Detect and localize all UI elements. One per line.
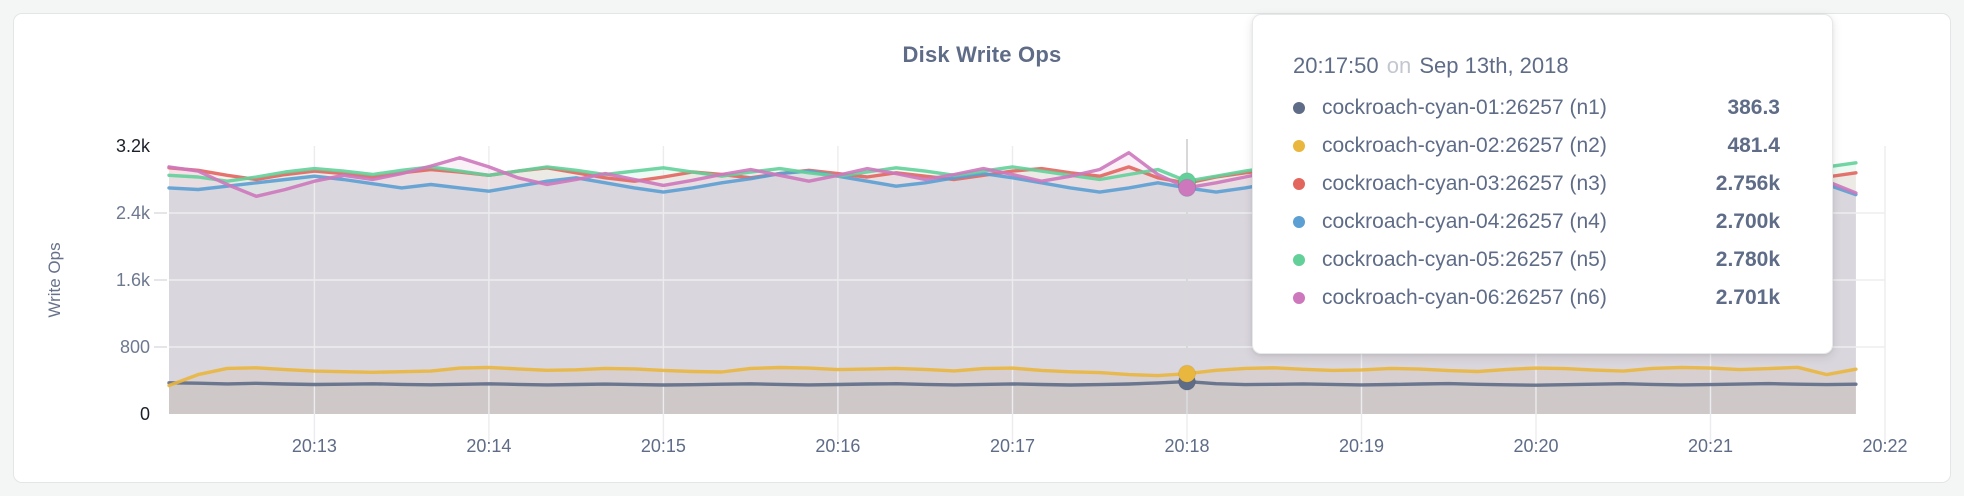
- y-tick-label: 1.6k: [116, 270, 151, 290]
- series-color-dot-icon: [1293, 292, 1305, 304]
- series-line: [167, 365, 1858, 388]
- tooltip-header: 20:17:50 on Sep 13th, 2018: [1293, 53, 1780, 79]
- tooltip-rows: cockroach-cyan-01:26257 (n1) 386.3 cockroa…: [1293, 89, 1780, 317]
- series-value: 2.700k: [1715, 210, 1780, 233]
- tooltip-row: cockroach-cyan-04:26257 (n4) 2.700k: [1293, 203, 1780, 241]
- series-name: cockroach-cyan-03:26257 (n3): [1322, 172, 1607, 195]
- series-name: cockroach-cyan-01:26257 (n1): [1322, 96, 1607, 119]
- series-color-dot-icon: [1293, 178, 1305, 190]
- x-tick-label: 20:14: [466, 436, 511, 456]
- y-axis-title: Write Ops: [45, 242, 64, 317]
- x-tick-label: 20:21: [1688, 436, 1733, 456]
- x-tick-label: 20:15: [641, 436, 686, 456]
- tooltip-time: 20:17:50: [1293, 53, 1379, 78]
- x-tick-label: 20:22: [1862, 436, 1907, 456]
- y-tick-label: 800: [120, 337, 150, 357]
- y-tick-label: 2.4k: [116, 203, 151, 223]
- x-tick-label: 20:16: [815, 436, 860, 456]
- tooltip-row: cockroach-cyan-05:26257 (n5) 2.780k: [1293, 241, 1780, 279]
- series-color-dot-icon: [1293, 216, 1305, 228]
- x-tick-label: 20:19: [1339, 436, 1384, 456]
- tooltip-on-word: on: [1386, 53, 1412, 78]
- tooltip-row: cockroach-cyan-06:26257 (n6) 2.701k: [1293, 279, 1780, 317]
- hover-point: [1178, 178, 1196, 197]
- series-value: 2.780k: [1715, 248, 1780, 271]
- series-name: cockroach-cyan-04:26257 (n4): [1322, 210, 1607, 233]
- tooltip-date: Sep 13th, 2018: [1419, 53, 1569, 78]
- chart-title: Disk Write Ops: [902, 42, 1062, 67]
- series-name: cockroach-cyan-06:26257 (n6): [1322, 286, 1607, 309]
- y-tick-label: 0: [140, 404, 150, 424]
- x-tick-label: 20:20: [1513, 436, 1558, 456]
- tooltip-row: cockroach-cyan-01:26257 (n1) 386.3: [1293, 89, 1780, 127]
- y-tick-label: 3.2k: [116, 136, 151, 156]
- tooltip-row: cockroach-cyan-02:26257 (n2) 481.4: [1293, 127, 1780, 165]
- series-color-dot-icon: [1293, 254, 1305, 266]
- hover-point: [1178, 364, 1196, 383]
- x-tick-label: 20:17: [990, 436, 1035, 456]
- series-name: cockroach-cyan-02:26257 (n2): [1322, 134, 1607, 157]
- series-color-dot-icon: [1293, 140, 1305, 152]
- tooltip-row: cockroach-cyan-03:26257 (n3) 2.756k: [1293, 165, 1780, 203]
- hover-tooltip: 20:17:50 on Sep 13th, 2018 cockroach-cya…: [1252, 14, 1833, 354]
- x-tick-label: 20:18: [1164, 436, 1209, 456]
- chart-panel: Disk Write Ops 3.2k 2.4k 1.6k 800 0 20:13 20:1…: [13, 13, 1951, 483]
- series-name: cockroach-cyan-05:26257 (n5): [1322, 248, 1607, 271]
- x-tick-label: 20:13: [292, 436, 337, 456]
- series-value: 2.756k: [1715, 172, 1780, 195]
- series-value: 481.4: [1727, 134, 1780, 157]
- series-color-dot-icon: [1293, 102, 1305, 114]
- series-value: 2.701k: [1715, 286, 1780, 309]
- series-line: [167, 379, 1858, 387]
- series-value: 386.3: [1727, 96, 1780, 119]
